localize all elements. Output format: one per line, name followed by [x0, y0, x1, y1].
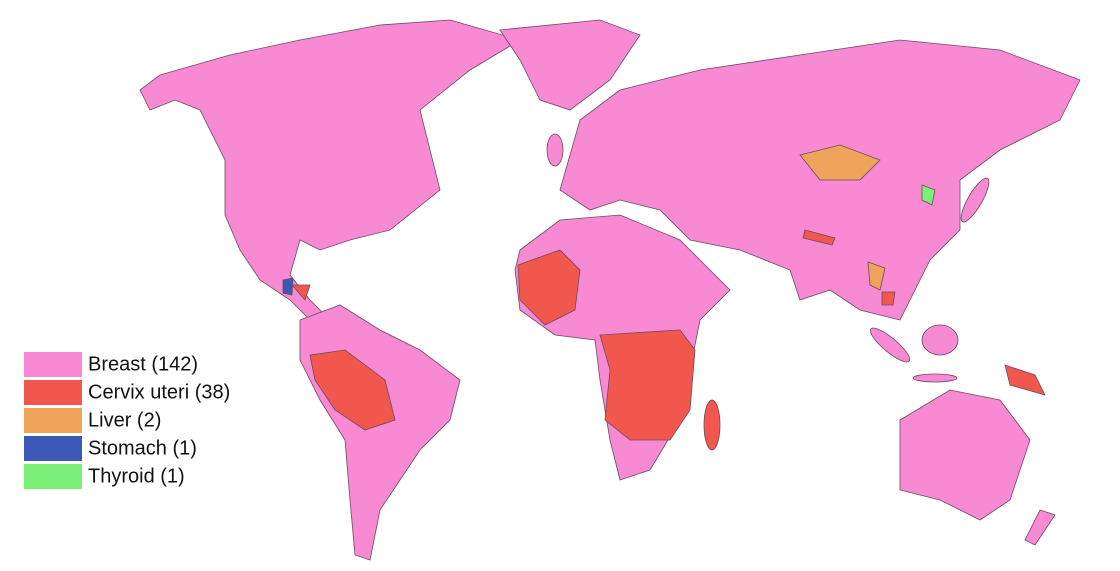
- nepal: [802, 229, 836, 246]
- laos: [867, 261, 886, 291]
- peru-bolivia: [309, 349, 396, 431]
- uk: [546, 133, 564, 167]
- legend-label: Cervix uteri (38): [88, 381, 230, 403]
- java: [912, 373, 958, 383]
- legend-swatch: [24, 352, 82, 377]
- north-america: [139, 19, 521, 321]
- japan: [960, 177, 990, 223]
- legend-swatch: [24, 436, 82, 461]
- legend: Breast (142) Cervix uteri (38) Liver (2) St…: [24, 352, 230, 489]
- central-southern-africa: [599, 329, 696, 441]
- papua-new-guinea: [1004, 364, 1046, 396]
- madagascar: [703, 399, 721, 451]
- mongolia: [799, 144, 881, 181]
- borneo: [921, 324, 959, 356]
- legend-swatch: [24, 408, 82, 433]
- legend-label: Thyroid (1): [88, 465, 185, 487]
- north-korea: [921, 184, 936, 206]
- cambodia: [881, 291, 896, 306]
- world-map: [139, 19, 1081, 561]
- south-america: [299, 304, 461, 561]
- legend-label: Stomach (1): [88, 437, 197, 459]
- legend-swatch: [24, 380, 82, 405]
- legend-swatch: [24, 464, 82, 489]
- nicaragua: [291, 284, 311, 301]
- sumatra: [869, 327, 911, 363]
- west-africa: [517, 249, 581, 326]
- guatemala: [282, 277, 294, 296]
- legend-label: Liver (2): [88, 409, 161, 431]
- legend-label: Breast (142): [88, 353, 198, 375]
- australia: [899, 389, 1031, 521]
- new-zealand: [1024, 509, 1056, 546]
- greenland: [499, 19, 641, 111]
